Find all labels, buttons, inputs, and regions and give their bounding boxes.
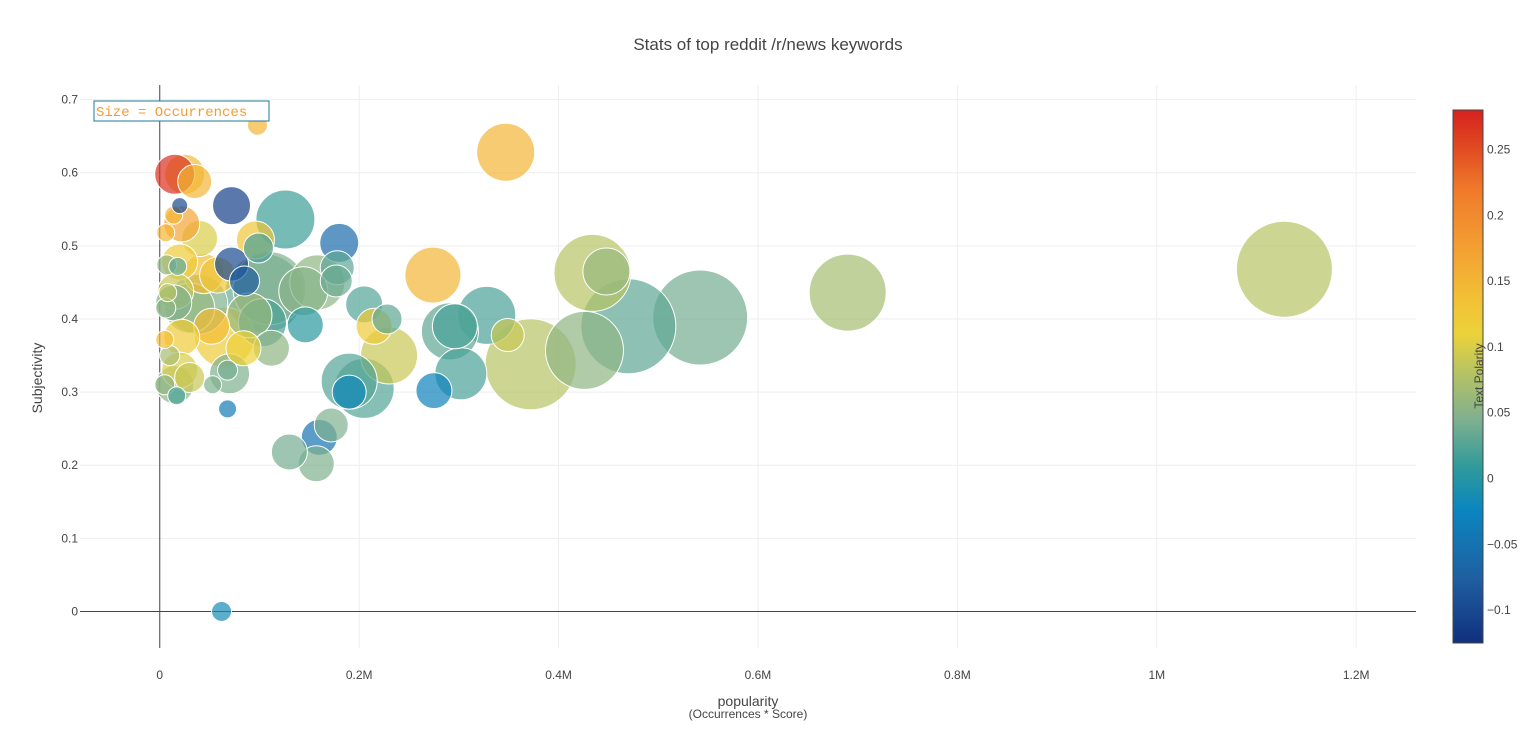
bubble-point [218, 399, 238, 419]
bubble-point [1235, 220, 1333, 318]
y-tick-label: 0.5 [61, 239, 78, 253]
annotation-box [93, 100, 270, 122]
x-tick-label: 0.8M [944, 668, 971, 682]
bubble-point [212, 186, 252, 226]
y-tick-label: 0.7 [61, 93, 78, 107]
x-tick-label: 1.2M [1343, 668, 1370, 682]
x-tick-label: 0.2M [346, 668, 373, 682]
colorbar-tick-label: 0.25 [1487, 142, 1511, 156]
annotation-text: Size = Occurrences [96, 105, 247, 121]
bubble-point [225, 330, 262, 367]
bubble-point [167, 386, 187, 406]
y-tick-label: 0 [71, 604, 78, 618]
chart-title: Stats of top reddit /r/news keywords [633, 35, 902, 54]
x-tick-label: 1M [1148, 668, 1165, 682]
colorbar-tick-label: 0.2 [1487, 208, 1504, 222]
bubble-point [158, 283, 178, 303]
bubble-point [331, 374, 367, 410]
bubble-point [582, 247, 631, 296]
x-tick-label: 0.6M [745, 668, 772, 682]
bubble-point [490, 318, 525, 353]
bubble-point [156, 223, 176, 243]
x-axis-ticks: 0 0.2M 0.4M 0.6M 0.8M 1M 1.2M [156, 668, 1369, 682]
y-tick-label: 0.1 [61, 531, 78, 545]
colorbar-tick-label: 0.1 [1487, 340, 1504, 354]
colorbar-tick-label: 0.15 [1487, 274, 1511, 288]
colorbar-title: Text Polarity [1472, 343, 1486, 408]
colorbar-tick-label: −0.1 [1487, 603, 1511, 617]
bubble-point [203, 375, 223, 395]
y-tick-label: 0.3 [61, 385, 78, 399]
bubble-point [171, 197, 189, 215]
colorbar-gradient [1452, 109, 1484, 644]
colorbar-ticks: −0.1 −0.05 0 0.05 0.1 0.15 0.2 0.25 [1487, 142, 1518, 617]
bubble-point [544, 310, 624, 390]
y-axis-ticks: 0 0.1 0.2 0.3 0.4 0.5 0.6 0.7 [61, 93, 78, 619]
x-tick-label: 0 [156, 668, 163, 682]
y-tick-label: 0.2 [61, 458, 78, 472]
bubble-point [211, 600, 233, 622]
y-tick-label: 0.4 [61, 312, 78, 326]
bubble-point [476, 122, 536, 182]
colorbar: −0.1 −0.05 0 0.05 0.1 0.15 0.2 0.25 Text Polari… [1452, 109, 1518, 644]
bubble-point [319, 264, 353, 298]
x-tick-label: 0.4M [545, 668, 572, 682]
bubble-point [177, 164, 213, 200]
bubble-point [404, 246, 462, 304]
y-axis-title: Subjectivity [29, 343, 45, 414]
bubble-point [808, 253, 887, 332]
bubble-point [155, 329, 175, 349]
bubble-point [371, 303, 403, 335]
bubble-point [431, 303, 478, 350]
bubble-point [229, 265, 261, 297]
x-axis-title: popularity [718, 693, 779, 709]
colorbar-tick-label: 0.05 [1487, 406, 1511, 420]
bubble-series [154, 114, 1333, 622]
bubble-point [415, 372, 453, 410]
bubble-point [242, 232, 274, 264]
bubble-point [313, 407, 349, 443]
bubble-point [168, 256, 188, 276]
size-annotation: Size = Occurrences [93, 100, 270, 122]
bubble-point [270, 433, 308, 471]
x-axis-subtitle: (Occurrences * Score) [689, 707, 808, 721]
bubble-point [286, 306, 324, 344]
colorbar-tick-label: −0.05 [1487, 537, 1518, 551]
bubble-point [174, 361, 206, 393]
bubble-point [217, 359, 239, 381]
colorbar-tick-label: 0 [1487, 471, 1494, 485]
y-tick-label: 0.6 [61, 166, 78, 180]
